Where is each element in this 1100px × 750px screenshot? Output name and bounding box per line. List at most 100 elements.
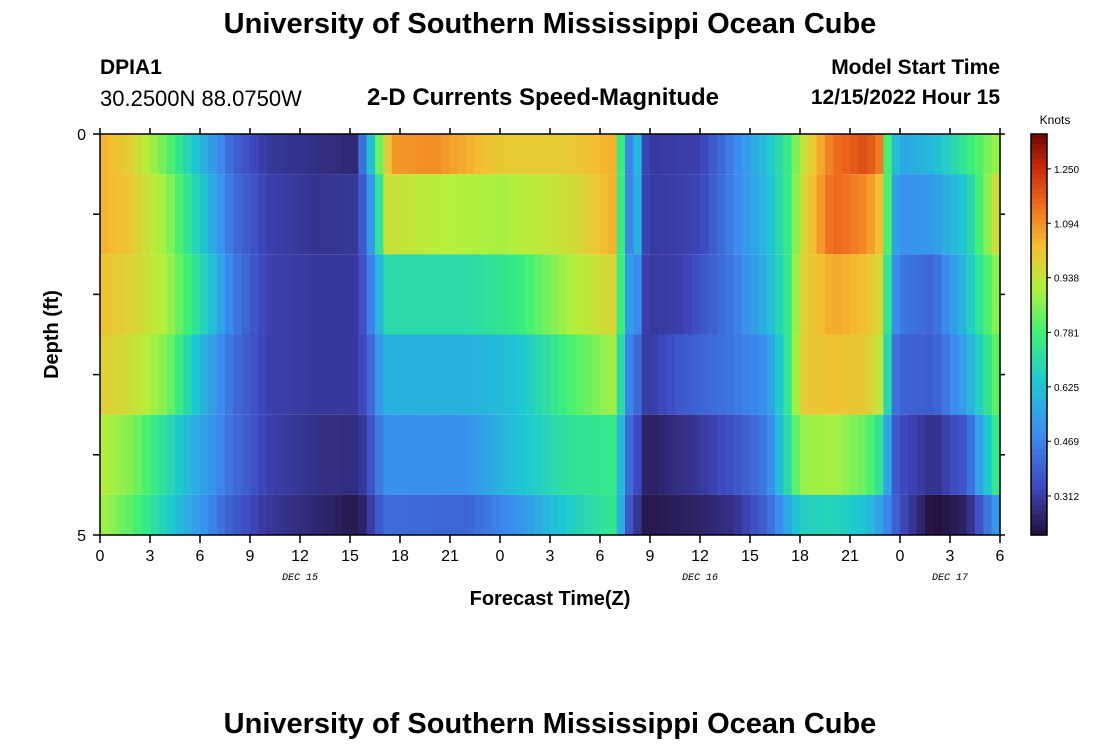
heatmap-cell [725,494,734,535]
heatmap-cell [100,414,109,495]
colorbar-segment [1031,364,1047,371]
heatmap-cell [441,254,451,335]
heatmap-cell [575,494,584,535]
heatmap-cell [233,334,243,415]
heatmap-cell [416,254,426,335]
colorbar-segment [1031,404,1047,411]
heatmap-cell [908,494,918,535]
heatmap-cell [258,254,268,335]
heatmap-cell [641,174,651,255]
heatmap-cell [208,334,218,415]
heatmap-cell [616,334,626,415]
heatmap-cell [291,134,301,175]
heatmap-cell [741,174,751,255]
colorbar-frame [1030,133,1048,536]
heatmap-cell [675,174,684,255]
heatmap-cell [241,254,251,335]
heatmap-cell [250,414,259,495]
heatmap-cell [841,174,851,255]
heatmap-cell [416,334,426,415]
heatmap-cell [558,254,568,335]
heatmap-cell [275,174,284,255]
heatmap-cell [591,174,601,255]
heatmap-cell [625,494,634,535]
heatmap-cell [116,494,126,535]
heatmap-cell [483,494,493,535]
colorbar-segment [1031,414,1047,421]
heatmap-cell [175,134,184,175]
heatmap-cell [425,334,434,415]
heatmap-cell [575,174,584,255]
heatmap-cell [983,494,993,535]
heatmap-cell [350,334,359,415]
heatmap-cell [558,494,568,535]
heatmap-cell [333,494,343,535]
heatmap-cell [350,174,359,255]
heatmap-cell [858,254,868,335]
heatmap-cell [641,334,651,415]
colorbar-segment [1031,269,1047,275]
heatmap-cell [275,134,284,175]
heatmap-cell [683,174,693,255]
heatmap-cell [433,134,443,175]
x-tick-label: 12 [291,548,309,565]
heatmap-cell [225,414,234,495]
colorbar-segment [1031,354,1047,361]
heatmap-cell [475,494,484,535]
heatmap-cell [575,334,584,415]
heatmap-cell [741,334,751,415]
colorbar-segment [1031,249,1047,255]
colorbar-segment [1031,264,1047,270]
heatmap-cell [291,334,301,415]
heatmap-cell [966,174,976,255]
colorbar-segment [1031,524,1047,531]
footer-title: University of Southern Mississippi Ocean… [223,708,877,740]
heatmap-cell [566,414,576,495]
heatmap-cell [616,254,626,335]
heatmap-cell [791,254,801,335]
heatmap-cell [141,414,151,495]
heatmap-cell [591,334,601,415]
heatmap-cell [591,494,601,535]
heatmap-cell [908,254,918,335]
colorbar-tick-label: 1.094 [1054,219,1079,230]
heatmap-cell [558,134,568,175]
heatmap-cell [166,494,176,535]
heatmap-cell [150,174,159,255]
heatmap-cell [800,494,809,535]
heatmap-cell [150,334,159,415]
x-tick-label: 6 [996,548,1005,565]
heatmap-cell [941,174,951,255]
heatmap-cell [391,254,401,335]
colorbar-segment [1031,239,1047,245]
heatmap-cell [200,334,209,415]
heatmap-cell [716,174,726,255]
heatmap-cell [975,494,984,535]
heatmap-cell [591,414,601,495]
colorbar-segment [1031,429,1047,436]
heatmap-cell [325,254,334,335]
heatmap-cell [216,174,226,255]
heatmap-cell [216,134,226,175]
heatmap-cell [716,134,726,175]
heatmap-cell [500,334,509,415]
heatmap-cell [933,414,943,495]
y-axis-label: Depth (ft) [41,290,63,379]
heatmap-cell [683,494,693,535]
heatmap-cell [533,174,543,255]
colorbar-segment [1031,139,1047,145]
date-label: DEC 17 [932,573,968,584]
heatmap-cell [341,254,351,335]
heatmap-cell [275,254,284,335]
heatmap-cell [408,414,418,495]
heatmap-cell [866,414,876,495]
colorbar-unit-label: Knots [1040,113,1071,127]
heatmap-cell [691,134,701,175]
heatmap-cell [733,494,743,535]
heatmap-cell [816,254,826,335]
heatmap-cell [975,174,984,255]
heatmap-cell [250,134,259,175]
heatmap-cell [833,494,843,535]
heatmap-cell [575,254,584,335]
colorbar-segment [1031,154,1047,160]
